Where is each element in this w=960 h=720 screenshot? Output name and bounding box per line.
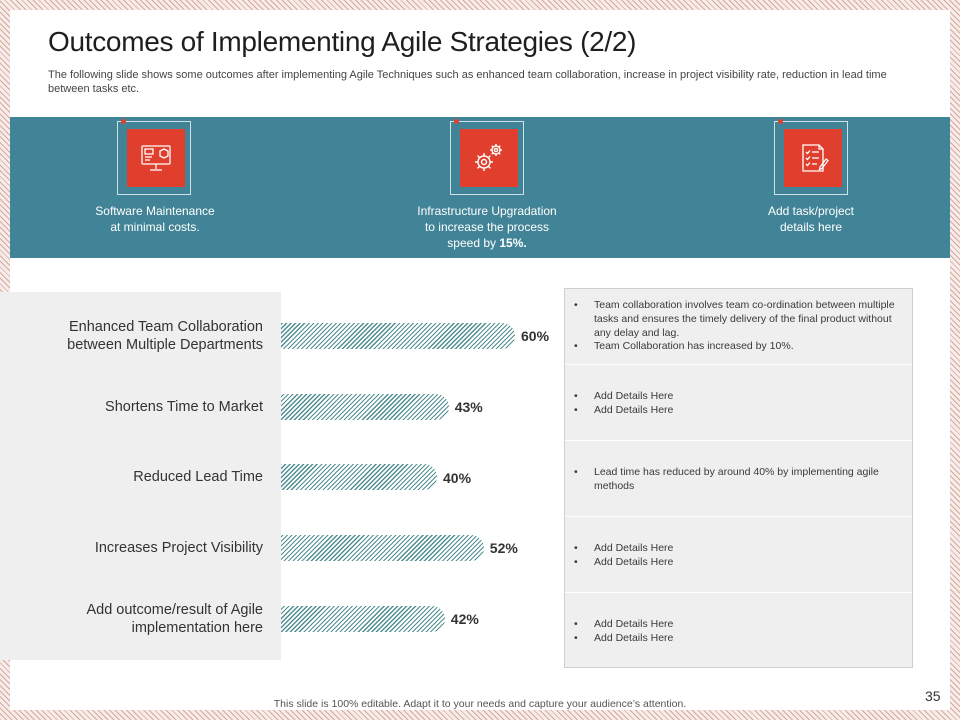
detail-bullet: Add Details Here	[574, 404, 900, 418]
slide-subtitle: The following slide shows some outcomes …	[48, 69, 887, 95]
detail-bullet: Add Details Here	[574, 618, 900, 632]
highlight-band: Software Maintenance at minimal costs. I…	[10, 117, 950, 258]
details-table: Team collaboration involves team co-ordi…	[564, 288, 913, 668]
outcome-bar-4	[281, 535, 484, 561]
frame-dot	[121, 119, 126, 124]
details-row-4: Add Details Here Add Details Here	[565, 517, 912, 593]
details-row-5: Add Details Here Add Details Here	[565, 593, 912, 667]
outcome-value-1: 60%	[521, 328, 550, 344]
detail-bullet: Add Details Here	[574, 542, 900, 556]
outcome-value-3: 40%	[443, 470, 472, 486]
page-number: 35	[925, 688, 941, 704]
gears-icon	[475, 144, 502, 171]
outcome-bar-5	[281, 606, 445, 632]
outcome-label-2: Shortens Time to Market	[105, 399, 263, 415]
task-list-icon	[802, 144, 829, 172]
outcome-value-4: 52%	[489, 540, 518, 556]
outcome-bar-3	[281, 464, 437, 490]
band-icon-frame-3	[774, 119, 848, 195]
slide-title: Outcomes of Implementing Agile Strategie…	[48, 26, 637, 57]
frame-dot	[778, 119, 783, 124]
details-row-1: Team collaboration involves team co-ordi…	[565, 289, 912, 365]
detail-bullet: Team Collaboration has increased by 10%.	[574, 340, 900, 354]
outcome-bar-1	[281, 323, 515, 349]
outcome-value-2: 43%	[454, 399, 483, 415]
detail-bullet: Add Details Here	[574, 632, 900, 646]
detail-bullet: Add Details Here	[574, 556, 900, 570]
detail-bullet: Add Details Here	[574, 390, 900, 404]
outcomes-panel	[0, 292, 281, 660]
outcome-value-5: 42%	[450, 611, 479, 627]
detail-bullet: Lead time has reduced by around 40% by i…	[574, 466, 900, 494]
outcome-label-3: Reduced Lead Time	[133, 469, 263, 485]
outcome-bar-2	[281, 394, 449, 420]
band-icon-frame-1	[117, 119, 191, 195]
band-label-3: Add task/project details here	[767, 204, 855, 234]
outcome-label-4: Increases Project Visibility	[94, 540, 263, 556]
details-row-3: Lead time has reduced by around 40% by i…	[565, 441, 912, 517]
outcome-label-5: Add outcome/result of Agile implementati…	[86, 602, 263, 636]
footer-note: This slide is 100% editable. Adapt it to…	[273, 698, 687, 710]
frame-dot	[454, 119, 459, 124]
band-label-2: Infrastructure Upgradation to increase t…	[417, 204, 557, 250]
monitor-icon	[141, 145, 171, 171]
band-label-1: Software Maintenance at minimal costs.	[95, 204, 215, 234]
detail-bullet: Team collaboration involves team co-ordi…	[574, 299, 900, 340]
band-icon-frame-2	[450, 119, 524, 195]
outcome-label-1: Enhanced Team Collaboration between Mult…	[67, 319, 263, 353]
details-row-2: Add Details Here Add Details Here	[565, 365, 912, 441]
